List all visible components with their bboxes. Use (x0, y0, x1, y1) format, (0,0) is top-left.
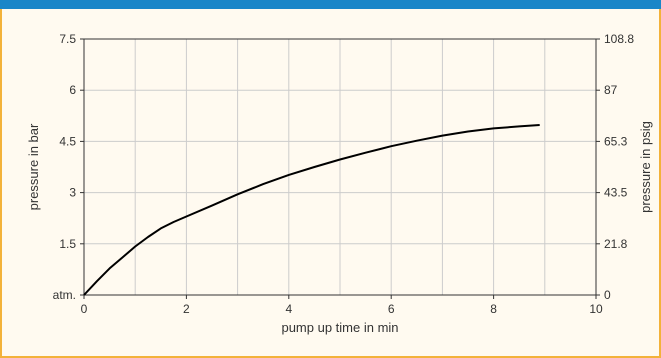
y-axis-ticks: atm. 1.5 3 4.5 6 7.5 (53, 32, 84, 302)
x-tick-label: 0 (81, 302, 88, 316)
y-tick-label: 1.5 (59, 237, 76, 251)
y-right-tick-label: 87 (604, 83, 618, 97)
x-axis-ticks: 0 2 4 6 8 10 (81, 295, 603, 316)
y-right-tick-label: 108.8 (604, 32, 634, 46)
x-tick-label: 6 (388, 302, 395, 316)
y-right-tick-label: 43.5 (604, 186, 628, 200)
y-right-tick-label: 65.3 (604, 134, 628, 148)
x-tick-label: 4 (285, 302, 292, 316)
y-right-tick-label: 0 (604, 288, 611, 302)
y-tick-label: 4.5 (59, 134, 76, 148)
y-tick-label: 3 (69, 186, 76, 200)
y-tick-label: 6 (69, 83, 76, 97)
grid-lines (84, 39, 596, 295)
x-tick-label: 2 (183, 302, 190, 316)
y-axis-right-label: pressure in psig (638, 121, 653, 213)
plot-area (83, 38, 597, 296)
y-tick-label: atm. (53, 288, 76, 302)
y-right-tick-label: 21.8 (604, 237, 628, 251)
x-tick-label: 8 (490, 302, 497, 316)
pressure-curve (83, 124, 540, 296)
y-axis-right-ticks: 0 21.8 43.5 65.3 87 108.8 (596, 32, 634, 302)
y-axis-label: pressure in bar (26, 123, 41, 210)
x-axis-label: pump up time in min (281, 320, 398, 335)
x-tick-label: 10 (589, 302, 603, 316)
y-tick-label: 7.5 (59, 32, 76, 46)
header-bar (0, 0, 661, 9)
